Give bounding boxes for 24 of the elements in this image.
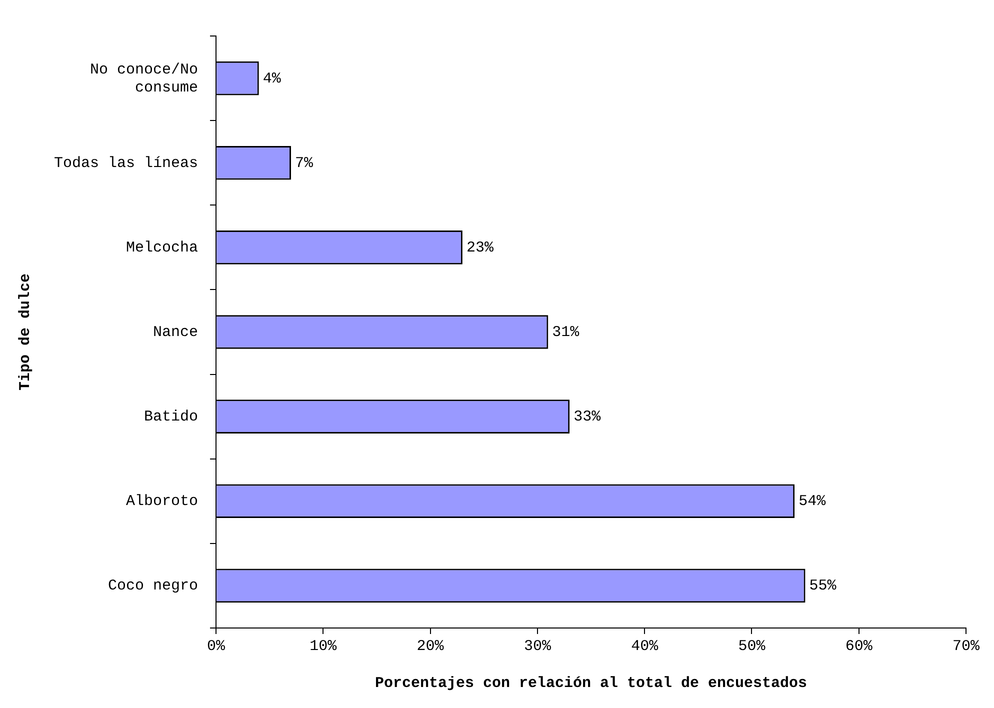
x-tick-label: 20% [416,638,445,655]
data-label: 7% [295,154,314,172]
y-axis-title: Tipo de dulce [16,273,34,391]
x-tick-label: 50% [738,638,766,655]
data-label: 54% [798,493,827,510]
data-label: 33% [574,408,602,426]
x-axis-title: Porcentajes con relación al total de encuestados [374,674,808,692]
x-tick-label: 40% [631,638,660,655]
x-tick-label: 30% [524,638,552,655]
y-tick-label: Todas las líneas [54,154,198,172]
data-label: 31% [552,324,580,341]
x-tick-label: 10% [310,638,338,655]
x-tick-label: 60% [845,638,874,655]
y-tick-label: Nance [153,324,198,341]
y-tick-label: No conoce/No consume [90,61,198,96]
data-label: 55% [809,578,838,595]
y-tick-label: Batido [144,408,198,426]
data-label: 23% [466,239,494,256]
x-tick-label: 70% [952,638,980,655]
y-tick-label: Coco negro [108,578,198,595]
y-tick-label: Alboroto [126,493,198,510]
x-tick-label: 0% [207,638,226,655]
y-tick-label: Melcocha [126,239,198,256]
data-label: 4% [262,70,282,88]
